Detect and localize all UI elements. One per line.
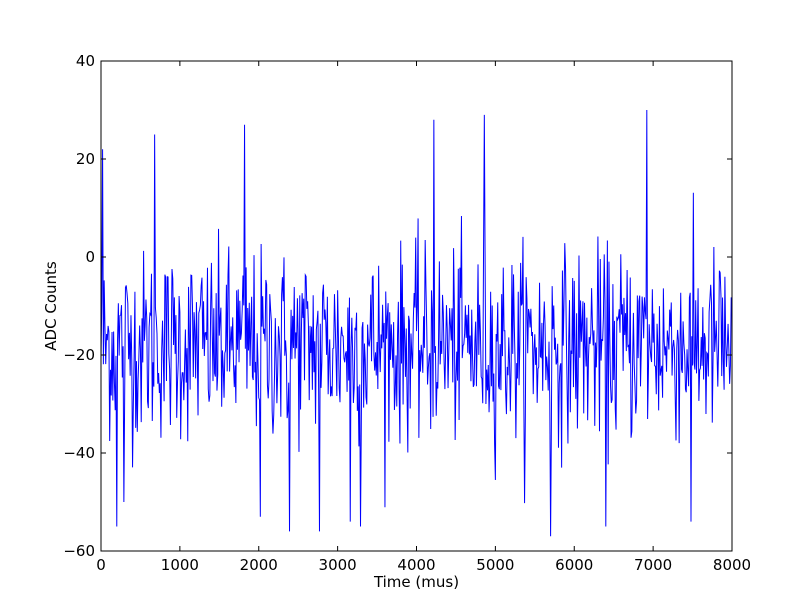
x-tick-label: 1000 bbox=[161, 556, 199, 574]
y-tick-label: 20 bbox=[76, 150, 95, 168]
x-tick-label: 6000 bbox=[555, 556, 593, 574]
y-axis-label: ADC Counts bbox=[42, 261, 60, 351]
x-tick-label: 5000 bbox=[476, 556, 514, 574]
x-axis-label: Time (mus) bbox=[373, 573, 459, 591]
y-tick-label: −40 bbox=[63, 444, 95, 462]
y-tick-label: −60 bbox=[63, 542, 95, 560]
x-tick-label: 0 bbox=[96, 556, 106, 574]
y-tick-label: 40 bbox=[76, 52, 95, 70]
axes-frame bbox=[100, 60, 733, 552]
series-line bbox=[101, 109, 732, 537]
x-tick-label: 7000 bbox=[634, 556, 672, 574]
plot-area bbox=[101, 109, 732, 537]
x-tick-label: 2000 bbox=[240, 556, 278, 574]
x-axis: 0 1000 2000 3000 4000 5000 6000 7000 8000 bbox=[96, 61, 751, 574]
x-tick-label: 8000 bbox=[713, 556, 751, 574]
y-tick-label: −20 bbox=[63, 346, 95, 364]
x-tick-label: 3000 bbox=[319, 556, 357, 574]
y-tick-label: 0 bbox=[85, 248, 95, 266]
x-tick-label: 4000 bbox=[397, 556, 435, 574]
